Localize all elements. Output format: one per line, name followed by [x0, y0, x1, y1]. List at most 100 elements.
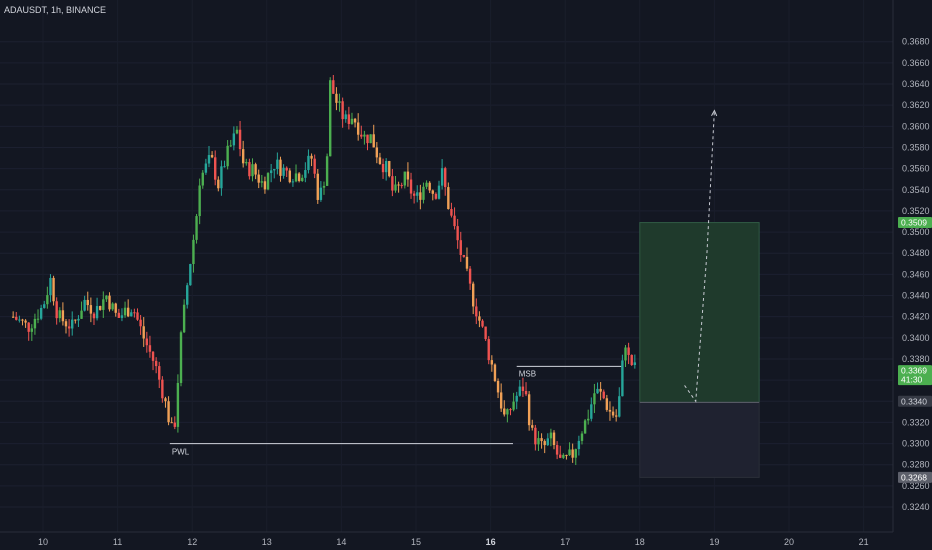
candle-body: [515, 395, 518, 402]
candle-body: [394, 184, 397, 191]
candle-body: [229, 145, 232, 147]
candle-body: [201, 172, 204, 186]
candle-body: [71, 319, 74, 329]
candle-body: [621, 360, 624, 397]
candle-body: [220, 166, 223, 189]
candle-body: [273, 168, 276, 171]
candle-body: [456, 226, 459, 241]
candle-body: [378, 157, 382, 164]
candle-body: [126, 307, 130, 317]
candle-body: [64, 321, 68, 327]
price-tick-label: 0.3640: [902, 79, 930, 89]
price-tick-label: 0.3500: [902, 227, 930, 237]
time-tick-label: 20: [784, 537, 794, 547]
candle-body: [630, 354, 633, 366]
time-tick-label: 12: [187, 537, 197, 547]
candle-body: [419, 192, 422, 200]
candle-body: [611, 411, 615, 416]
candle-body: [580, 433, 584, 441]
candle-body: [468, 268, 472, 284]
candle-body: [313, 158, 316, 174]
price-badge-label: 0.3369: [901, 366, 927, 376]
price-tick-label: 0.3580: [902, 142, 930, 152]
candle-body: [338, 101, 341, 103]
candle-body: [602, 391, 605, 399]
candle-body: [531, 425, 534, 428]
candle-body: [189, 264, 192, 286]
candle-body: [279, 159, 282, 176]
price-badge: [898, 395, 932, 407]
time-tick-label: 10: [38, 537, 48, 547]
candle-body: [179, 332, 183, 383]
candle-body: [92, 313, 96, 319]
candle-body: [304, 170, 307, 178]
candle-body: [266, 173, 270, 190]
candle-body: [524, 390, 528, 395]
time-tick-label: 14: [336, 537, 346, 547]
price-tick-label: 0.3600: [902, 121, 930, 131]
candle-body: [422, 186, 425, 200]
projection-path[interactable]: [684, 109, 718, 403]
candle-body: [447, 187, 450, 210]
price-badge-label: 0.3509: [901, 218, 927, 228]
candle-body: [384, 161, 388, 173]
candle-body: [381, 163, 385, 173]
time-tick-label: 17: [560, 537, 570, 547]
candle-body: [478, 316, 481, 321]
candle-body: [254, 164, 257, 175]
candle-body: [158, 366, 161, 380]
candle-body: [170, 422, 173, 424]
candle-body: [30, 328, 34, 332]
candle-body: [123, 307, 127, 316]
candle-body: [148, 345, 152, 352]
candle-body: [565, 454, 568, 456]
candle-body: [512, 401, 515, 410]
candle-body: [509, 409, 512, 411]
stop-zone[interactable]: [639, 401, 760, 478]
candle-body: [217, 179, 220, 189]
candle-body: [198, 185, 201, 217]
candle-body: [282, 167, 285, 176]
candle-body: [297, 173, 301, 181]
candle-body: [521, 386, 525, 391]
candle-body: [360, 134, 363, 137]
candle-body: [98, 306, 102, 310]
position-zones[interactable]: [639, 222, 760, 478]
candle-body: [506, 409, 509, 415]
candle-body: [291, 181, 295, 183]
candle-body: [232, 133, 236, 146]
candle-body: [245, 162, 248, 164]
candle-body: [552, 432, 556, 446]
candle-body: [406, 171, 410, 180]
price-tick-label: 0.3260: [902, 481, 930, 491]
level-lines[interactable]: PWL MSB: [169, 365, 622, 457]
candle-body: [347, 114, 351, 124]
target-zone[interactable]: [639, 222, 760, 403]
candle-body: [52, 277, 55, 302]
candle-body: [391, 176, 394, 191]
candle-body: [195, 216, 198, 240]
price-badge-countdown: 41:30: [901, 375, 923, 385]
price-tick-label: 0.3320: [902, 417, 930, 427]
candle-body: [235, 129, 239, 134]
candle-body: [534, 427, 537, 445]
candle-body: [49, 277, 52, 296]
candle-body: [540, 438, 543, 442]
candle-body: [130, 312, 133, 317]
candle-body: [437, 185, 441, 199]
time-tick-label: 11: [113, 537, 122, 547]
candle-body: [186, 285, 189, 305]
candle-body: [329, 80, 332, 157]
candle-body: [543, 441, 546, 446]
candle-body: [251, 164, 254, 177]
price-axis[interactable]: 0.3680 0.3660 0.3640 0.3620 0.3600 0.3580 0.35…: [902, 37, 930, 512]
candle-body: [366, 134, 369, 144]
candle-body: [503, 408, 506, 415]
price-badge: [898, 217, 932, 229]
candle-body: [18, 319, 21, 321]
candle-body: [388, 161, 391, 177]
time-axis[interactable]: 10 11 12 13 14 15 16 17 18 19 20 21: [38, 537, 869, 547]
candle-body: [493, 364, 497, 381]
